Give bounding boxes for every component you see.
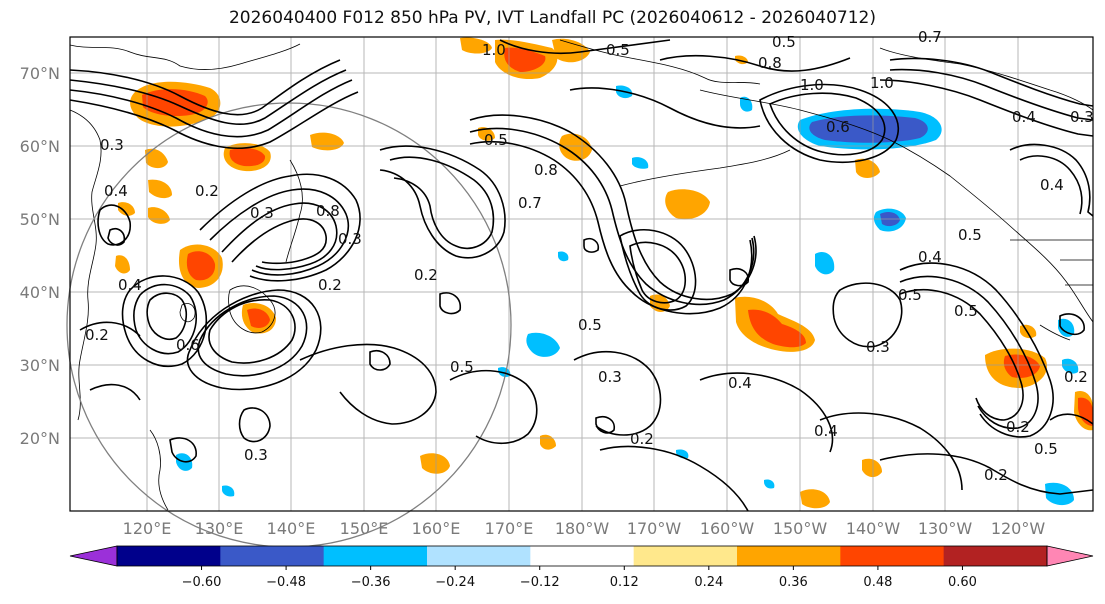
colorbar-tick-label: −0.60 xyxy=(182,575,222,590)
colorbar-segments xyxy=(117,546,1048,566)
contour-label: 0.4 xyxy=(1012,108,1036,126)
colorbar-tick-label: 0.48 xyxy=(863,575,892,590)
contour-label: 0.2 xyxy=(630,430,654,448)
contour-label: 0.2 xyxy=(85,326,109,344)
lat-label: 40°N xyxy=(20,283,60,302)
colorbar-tick-label: −0.12 xyxy=(520,575,560,590)
graticule xyxy=(70,37,1093,511)
contour-label: 0.3 xyxy=(100,136,124,154)
contour-label: 1.0 xyxy=(482,41,506,59)
contour-label: 0.6 xyxy=(176,336,200,354)
colorbar-ticks: −0.60 −0.48 −0.36 −0.24 −0.12 0.12 0.24 0.36 0.4… xyxy=(182,566,977,590)
contour-label: 0.5 xyxy=(606,41,630,59)
lon-label: 150°E xyxy=(340,519,389,538)
colorbar-segment xyxy=(117,546,221,566)
lon-label: 160°W xyxy=(700,519,755,538)
lon-label: 120°E xyxy=(123,519,172,538)
colorbar-segment xyxy=(530,546,635,566)
lon-label: 130°W xyxy=(918,519,973,538)
coastlines xyxy=(69,39,1094,511)
colorbar-tick-label: −0.48 xyxy=(266,575,306,590)
map-panel: 0.5 1.0 0.5 0.7 0.8 1.0 0.4 0.3 0.4 0.2 … xyxy=(66,28,1094,548)
lon-label: 170°E xyxy=(485,519,534,538)
contour-label: 1.0 xyxy=(870,74,894,92)
lat-label: 70°N xyxy=(20,64,60,83)
contour-label: 0.2 xyxy=(195,182,219,200)
contour-labels: 0.5 1.0 0.5 0.7 0.8 1.0 0.4 0.3 0.4 0.2 … xyxy=(85,28,1094,484)
contour-label: 0.3 xyxy=(866,338,890,356)
longitude-labels: 120°E 130°E 140°E 150°E 160°E 170°E 180°… xyxy=(123,519,1046,538)
colorbar: −0.60 −0.48 −0.36 −0.24 −0.12 0.12 0.24 0.36 0.4… xyxy=(69,545,1094,590)
lon-label: 180°W xyxy=(555,519,610,538)
contour-label: 0.4 xyxy=(1040,176,1064,194)
contour-label: 0.5 xyxy=(450,358,474,376)
colorbar-segment xyxy=(427,546,531,566)
colorbar-segment xyxy=(943,546,1048,566)
contour-label: 0.4 xyxy=(728,374,752,392)
lat-label: 20°N xyxy=(20,429,60,448)
map-title: 2026040400 F012 850 hPa PV, IVT Landfall… xyxy=(228,8,876,28)
contour-label: 0.4 xyxy=(118,276,142,294)
pv-shading xyxy=(115,37,1093,509)
colorbar-tick-label: −0.36 xyxy=(351,575,391,590)
contour-label: 0.5 xyxy=(1034,440,1058,458)
colorbar-tick-label: −0.24 xyxy=(435,575,475,590)
contour-label: 0.8 xyxy=(758,54,782,72)
colorbar-segment xyxy=(633,546,738,566)
contour-label: 0.8 xyxy=(316,202,340,220)
contour-label: 0.2 xyxy=(984,466,1008,484)
colorbar-segment xyxy=(220,546,325,566)
contour-label: 0.4 xyxy=(814,422,838,440)
contour-label: 0.3 xyxy=(1070,108,1094,126)
contour-label: 0.3 xyxy=(244,446,268,464)
colorbar-segment xyxy=(840,546,945,566)
contour-label: 0.4 xyxy=(104,182,128,200)
lon-label: 160°E xyxy=(412,519,461,538)
contour-label: 1.0 xyxy=(800,76,824,94)
lat-label: 50°N xyxy=(20,210,60,229)
colorbar-tick-label: 0.60 xyxy=(948,575,977,590)
contour-label: 0.5 xyxy=(898,286,922,304)
lat-label: 30°N xyxy=(20,356,60,375)
map-frame xyxy=(69,36,1094,512)
contour-label: 0.2 xyxy=(414,266,438,284)
contour-label: 0.2 xyxy=(1006,418,1030,436)
contour-label: 0.5 xyxy=(954,302,978,320)
contour-label: 0.8 xyxy=(534,161,558,179)
lon-label: 120°W xyxy=(991,519,1046,538)
contour-label: 0.3 xyxy=(338,230,362,248)
contour-label: 0.5 xyxy=(484,131,508,149)
contour-label: 0.6 xyxy=(826,118,850,136)
contour-label: 0.2 xyxy=(318,276,342,294)
lat-label: 60°N xyxy=(20,137,60,156)
contour-label: 0.5 xyxy=(958,226,982,244)
colorbar-extend-high xyxy=(1046,545,1094,567)
lon-label: 150°W xyxy=(773,519,828,538)
colorbar-tick-label: 0.12 xyxy=(610,575,639,590)
lon-label: 140°E xyxy=(267,519,316,538)
colorbar-tick-label: 0.24 xyxy=(694,575,723,590)
contour-label: 0.7 xyxy=(518,194,542,212)
lon-label: 140°W xyxy=(846,519,901,538)
contour-label: 0.5 xyxy=(578,316,602,334)
colorbar-segment xyxy=(737,546,841,566)
contour-label: 0.5 xyxy=(772,33,796,51)
contour-label: 0.3 xyxy=(250,204,274,222)
contour-label: 0.3 xyxy=(598,368,622,386)
pv-contours xyxy=(69,39,1094,512)
colorbar-tick-label: 0.36 xyxy=(779,575,808,590)
colorbar-frame xyxy=(116,545,1048,567)
colorbar-segment xyxy=(323,546,428,566)
latitude-labels: 70°N 60°N 50°N 40°N 30°N 20°N xyxy=(20,64,60,448)
contour-label: 0.4 xyxy=(918,248,942,266)
lon-label: 130°E xyxy=(195,519,244,538)
colorbar-extend-low xyxy=(69,545,118,567)
contour-label: 0.2 xyxy=(1064,368,1088,386)
lon-label: 170°W xyxy=(627,519,682,538)
